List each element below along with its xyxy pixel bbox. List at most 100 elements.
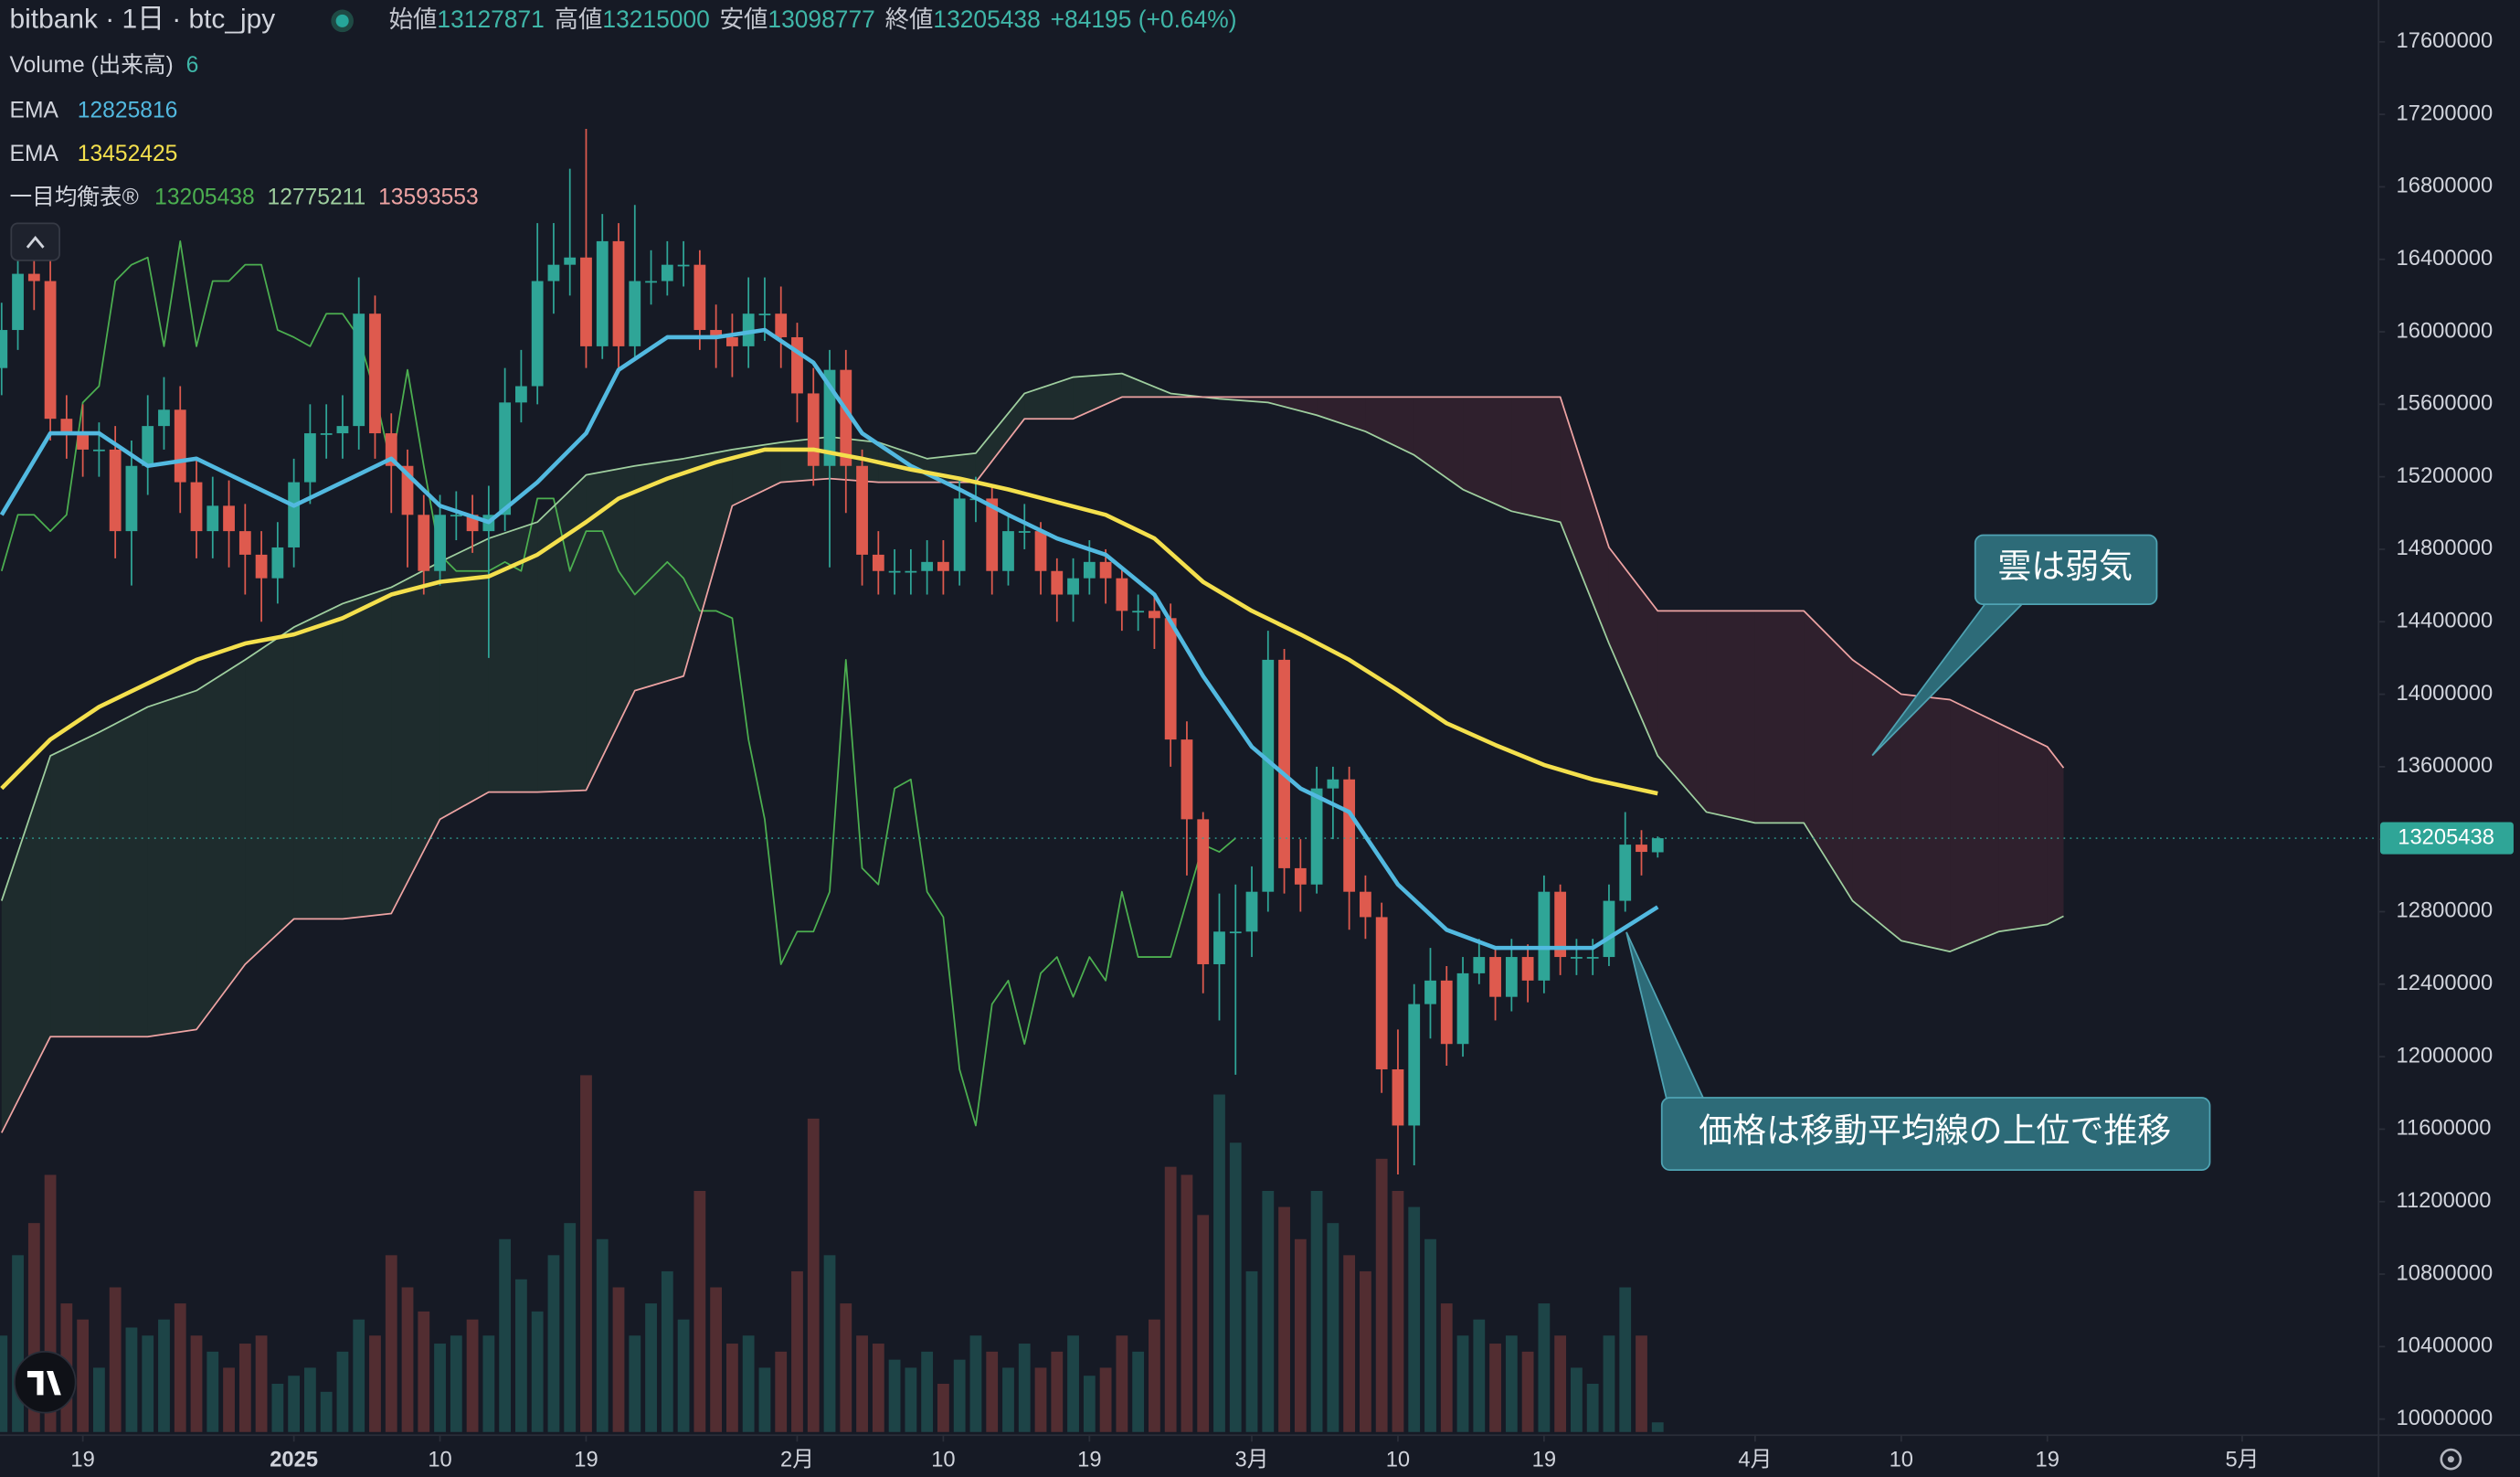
cloud: [1414, 397, 1464, 490]
y-tick-label: 15200000: [2397, 464, 2494, 488]
logo-mark[interactable]: [26, 1370, 61, 1396]
volume-bar: [1636, 1335, 1647, 1432]
callout-box: [1660, 1097, 2211, 1172]
candle-body: [434, 515, 446, 571]
cloud: [147, 690, 197, 1037]
volume-bar: [1018, 1344, 1031, 1432]
volume-bar: [303, 1367, 316, 1432]
cloud: [537, 474, 587, 792]
volume-bar: [1392, 1190, 1404, 1432]
cloud: [683, 449, 733, 676]
cloud: [1121, 373, 1171, 398]
volume-bar: [320, 1391, 333, 1432]
cloud: [1560, 397, 1609, 644]
candle-body: [450, 515, 462, 517]
cloud: [1706, 611, 1755, 824]
cloud: [1511, 397, 1561, 523]
settings-icon-center[interactable]: [2447, 1456, 2454, 1463]
candle-body: [1360, 891, 1371, 918]
candle-body: [44, 281, 57, 420]
candle-body: [0, 330, 8, 368]
volume-bar: [1099, 1367, 1112, 1432]
low-value: 13098777: [768, 5, 874, 33]
candle-body: [190, 482, 203, 532]
volume-bar: [466, 1319, 479, 1432]
candle-body: [661, 264, 673, 282]
ichimoku-legend: 一目均衡表® 13205438 12775211 13593553: [10, 184, 479, 209]
volume-bar: [515, 1279, 527, 1432]
x-tick-label: 3月: [1235, 1449, 1269, 1472]
settings-button[interactable]: [2440, 1448, 2462, 1471]
callout: 雲は弱気: [1871, 534, 2158, 757]
candle-body: [303, 433, 316, 483]
candle-body: [515, 386, 527, 403]
candle-body: [353, 313, 365, 427]
volume-bar: [1149, 1319, 1160, 1432]
volume-bar: [1489, 1344, 1501, 1432]
volume-bar: [0, 1335, 8, 1432]
volume-bar: [271, 1384, 284, 1432]
volume-bar: [775, 1351, 788, 1432]
candle-body: [1164, 618, 1177, 740]
volume-bar: [353, 1319, 365, 1432]
y-tick-label: 12000000: [2397, 1044, 2494, 1068]
cloud: [488, 522, 538, 792]
x-tick-label: 10: [1890, 1449, 1913, 1472]
candle-body: [872, 554, 884, 571]
y-tick-label: 14400000: [2397, 610, 2494, 633]
ema-legend: EMA 12825816: [10, 98, 178, 122]
candle-body: [336, 426, 349, 434]
volume-bar: [1408, 1206, 1421, 1432]
volume-bar: [1424, 1238, 1436, 1432]
volume-bar: [1473, 1319, 1486, 1432]
cloud: [1901, 694, 1951, 952]
volume-bar: [1002, 1367, 1014, 1432]
volume-bar: [1619, 1287, 1632, 1432]
button-box[interactable]: [10, 222, 60, 261]
collapse-button[interactable]: [10, 222, 60, 261]
ema-layer: [0, 327, 1659, 951]
settings-icon[interactable]: [2440, 1448, 2462, 1471]
axis-layer: 10000000 10400000 10800000 11200000 11600000…: [0, 29, 2514, 1472]
cloud: [245, 627, 294, 964]
candle-body: [547, 264, 560, 282]
volume-bar: [1327, 1223, 1339, 1432]
candle-body: [1099, 561, 1112, 579]
y-tick-label: 15600000: [2397, 392, 2494, 416]
legend-value: 13205438: [154, 185, 255, 209]
candle-body: [223, 505, 235, 532]
volume-bar: [288, 1376, 301, 1432]
volume-bar: [1651, 1422, 1664, 1432]
candle-body: [1392, 1068, 1404, 1126]
tradingview-logo[interactable]: [13, 1350, 77, 1414]
candle-body: [1002, 531, 1014, 571]
open-label: 始値: [389, 5, 438, 33]
candle-body: [791, 336, 803, 394]
volume-bar: [694, 1190, 706, 1432]
x-tick-label: 19: [1077, 1449, 1101, 1472]
candle-body: [905, 570, 917, 573]
change: +84195 (+0.64%): [1051, 5, 1237, 33]
x-tick-label: 4月: [1738, 1449, 1772, 1472]
volume-bar: [1083, 1376, 1096, 1432]
low-label: 安値: [720, 5, 768, 33]
legend-name: Volume (出来高): [10, 52, 174, 78]
volume-bar: [580, 1075, 592, 1432]
chevron-icon[interactable]: [26, 236, 45, 249]
y-tick-label: 10800000: [2397, 1261, 2494, 1285]
volume-bar: [1571, 1367, 1583, 1432]
cloud-layer: [1, 373, 2064, 1133]
candle-body: [320, 433, 333, 435]
volume-bar: [791, 1270, 803, 1432]
candle-body: [1521, 957, 1534, 981]
volume-bar: [612, 1287, 625, 1432]
logo-circle[interactable]: [13, 1350, 77, 1414]
volume-bar: [531, 1311, 544, 1432]
candle-body: [1571, 957, 1583, 959]
cloud: [1950, 699, 1999, 952]
cloud: [732, 441, 781, 506]
candle-body: [1586, 957, 1599, 959]
volume-bar: [1213, 1094, 1225, 1432]
volume-bar: [1132, 1351, 1145, 1432]
